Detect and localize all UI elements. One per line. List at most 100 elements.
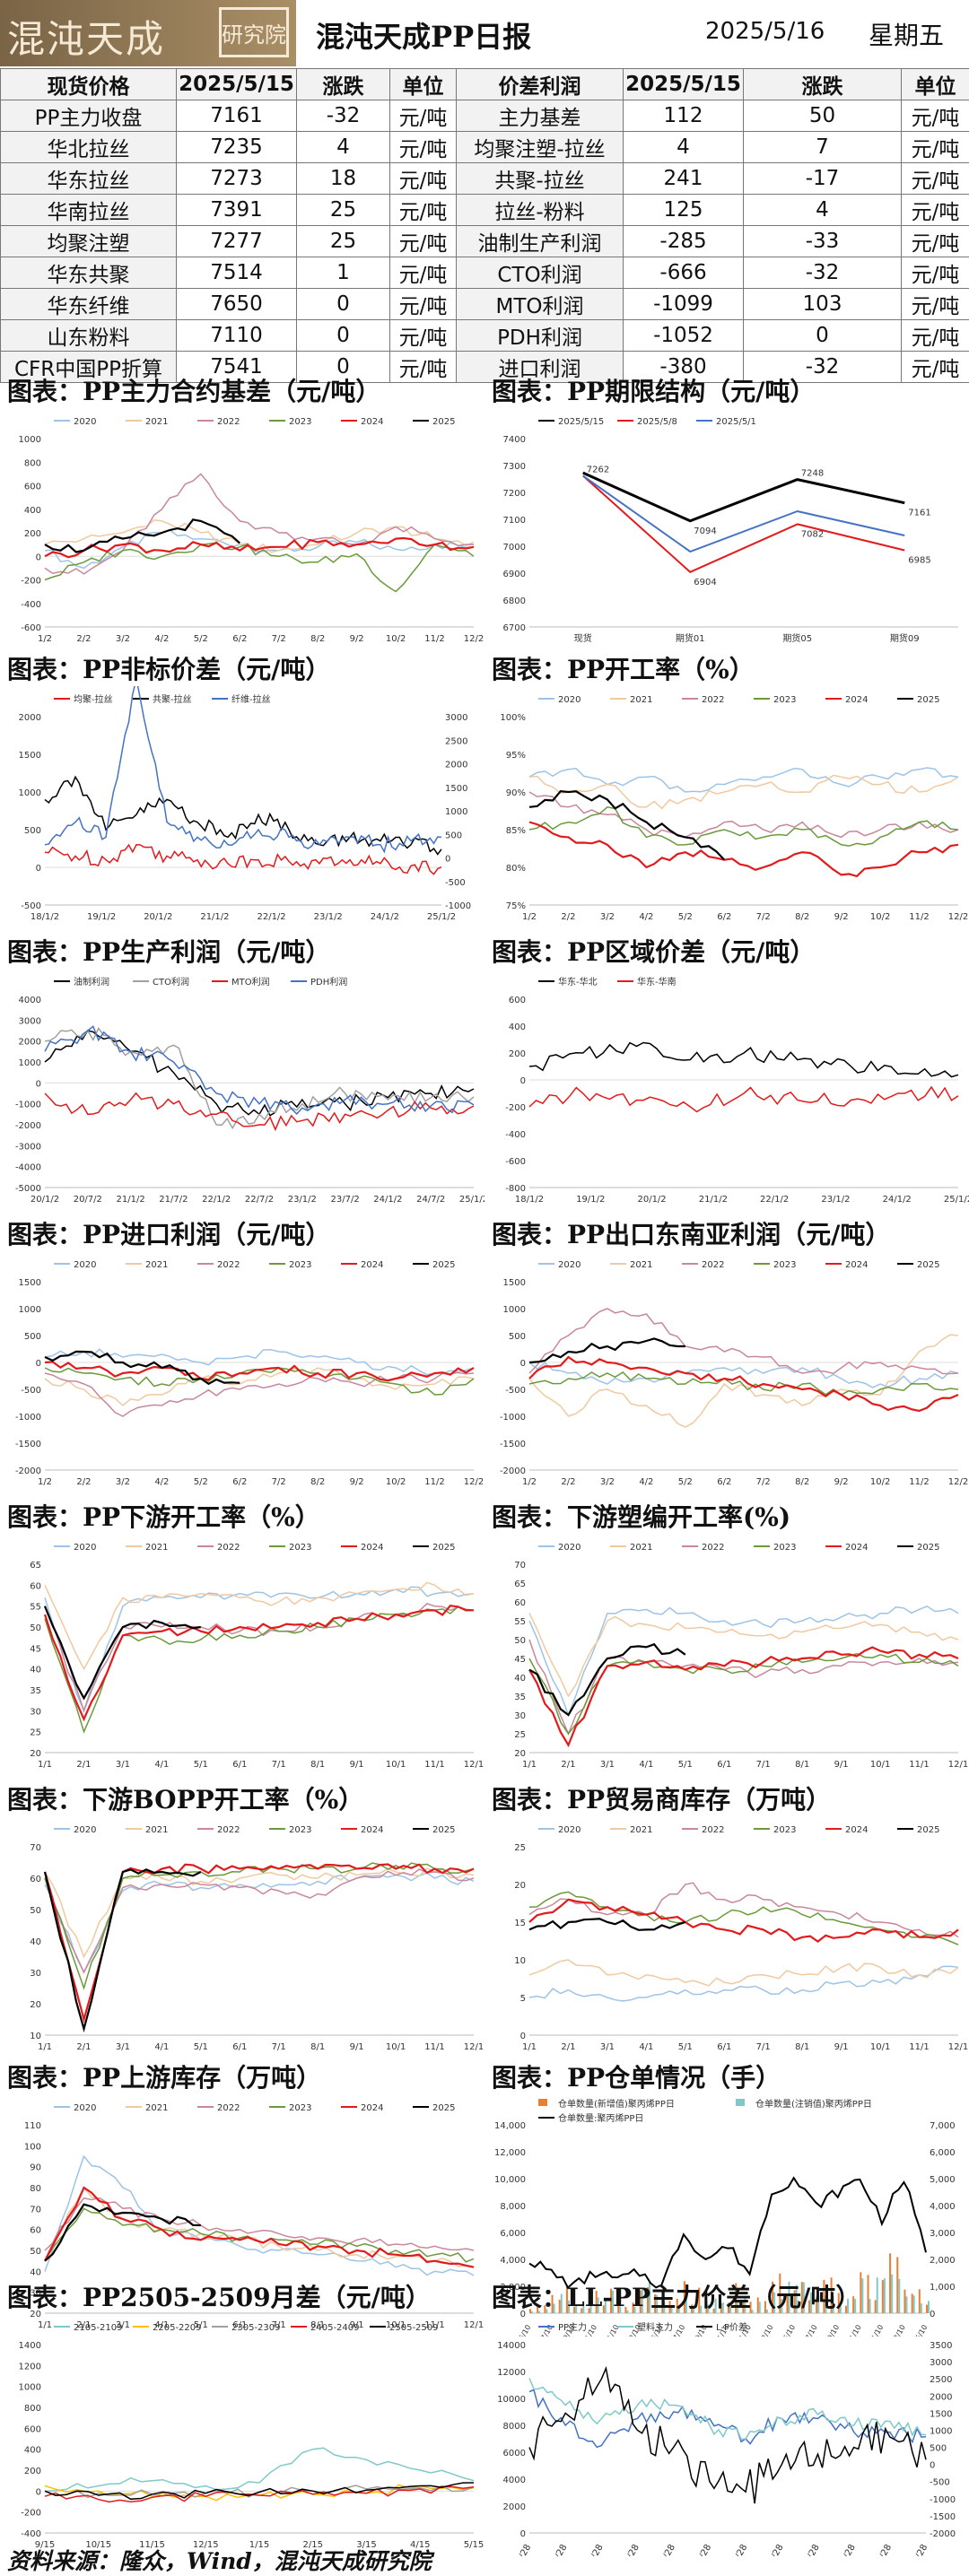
legend-label: 2020 [558, 695, 581, 705]
y-tick-label: 7300 [503, 462, 526, 472]
brand-logo: 混沌天成 研究院 [0, 0, 296, 66]
table-cell: -17 [744, 163, 902, 195]
x-tick-label: 25/1/2 [427, 912, 456, 922]
legend-swatch [736, 2099, 745, 2106]
x-tick-label: 6/1 [232, 2042, 247, 2052]
x-tick-label: 1/1 [38, 1760, 52, 1770]
y-tick-label: 2000 [19, 1038, 41, 1048]
series-line [529, 1648, 958, 1745]
table-cell: 元/吨 [902, 100, 969, 132]
table-cell: 7273 [177, 163, 297, 195]
chart-svg: 均聚-拉丝共聚-拉丝纤维-拉丝-5000500100015002000-1000… [0, 686, 484, 928]
chart-title: 图表：下游BOPP开工率（%） [7, 1780, 363, 1816]
y-tick-label: 25 [30, 1728, 41, 1738]
x-tick-label: 1/2 [38, 634, 52, 644]
row-label: 油制生产利润 [457, 226, 624, 257]
x-tick-label: 5/2 [194, 634, 208, 644]
series-line [45, 2208, 474, 2262]
y-tick-label: -600 [21, 623, 41, 633]
y-tick-label: 4,000 [500, 2256, 526, 2266]
x-tick-label: 12/1 [464, 1760, 484, 1770]
y-tick-label: 25 [514, 1730, 526, 1740]
y-tick-label: -500 [21, 1386, 41, 1396]
y2-tick-label: -500 [930, 2478, 950, 2488]
table-cell: 7235 [177, 132, 297, 163]
x-tick-label: 24/7/2 [416, 1195, 445, 1205]
legend-label: 2025 [432, 1825, 455, 1835]
series-line [529, 1087, 958, 1112]
table-cell: 元/吨 [902, 132, 969, 163]
x-tick-label: 3/1 [600, 1760, 615, 1770]
y-tick-label: -400 [505, 1130, 526, 1140]
x-tick-label: 9/2 [834, 912, 849, 922]
legend-label: 2021 [145, 1825, 168, 1835]
y2-tick-label: -1000 [930, 2495, 956, 2505]
x-tick-label: 8/2 [795, 912, 809, 922]
legend-label: 2020 [74, 417, 96, 427]
y-tick-label: 110 [24, 2121, 41, 2131]
y-tick-label: -500 [21, 901, 41, 911]
x-tick-label: 4/1 [154, 2042, 169, 2052]
legend-label: 仓单数量:聚丙烯PP日 [558, 2112, 643, 2124]
y-tick-label: 65 [30, 1561, 41, 1571]
y-tick-label: 10,000 [494, 2175, 526, 2185]
table-cell: 元/吨 [390, 100, 457, 132]
chart-legend: 均聚-拉丝共聚-拉丝纤维-拉丝 [54, 693, 271, 705]
row-label: 华东纤维 [1, 289, 177, 320]
y-tick-label: 0 [520, 1359, 526, 1369]
row-label: 华东拉丝 [1, 163, 177, 195]
x-tick-label: 4/2 [639, 1477, 653, 1487]
y-tick-label: -1000 [500, 1413, 526, 1423]
x-tick-label: 9/2 [834, 1477, 849, 1487]
series-line [529, 1919, 685, 1930]
y-tick-label: 10 [30, 2032, 41, 2041]
y-tick-label: 2000 [503, 2502, 526, 2512]
y-tick-label: 600 [24, 2424, 41, 2434]
x-tick-label: 23/1/2 [314, 912, 343, 922]
legend-label: 2022 [217, 1825, 240, 1835]
x-tick-label: 8/2 [795, 1477, 809, 1487]
x-tick-label: 12/2 [464, 1477, 484, 1487]
series-line [529, 2389, 926, 2447]
report-title: 混沌天成PP日报 [316, 14, 531, 56]
y-tick-label: 50 [514, 1636, 526, 1646]
y2-tick-label: -1000 [445, 901, 471, 911]
legend-label: 2025 [917, 1260, 939, 1270]
y-tick-label: 2000 [19, 713, 41, 723]
x-tick-label: 期货05 [782, 632, 812, 644]
legend-label: 2023 [289, 1825, 311, 1835]
table-header-cell: 价差利润 [457, 69, 624, 100]
y-tick-label: 0 [520, 1076, 526, 1086]
x-tick-label: 6/2 [232, 1477, 247, 1487]
y-tick-label: 7400 [503, 435, 526, 445]
legend-label: 2020 [558, 1825, 581, 1835]
y2-tick-label: 2000 [930, 2392, 952, 2402]
legend-label: 2020 [74, 1825, 96, 1835]
y-tick-label: 1000 [19, 788, 41, 798]
table-cell: 4 [624, 132, 744, 163]
y2-tick-label: 1000 [445, 807, 467, 817]
table-cell: 18 [297, 163, 390, 195]
x-tick-label: 23/1/2 [821, 1195, 850, 1205]
y-tick-label: 8000 [503, 2422, 526, 2432]
row-label: 山东粉料 [1, 320, 177, 352]
y-tick-label: 95% [506, 751, 526, 761]
series-line [45, 1604, 474, 1710]
y2-tick-label: 5,000 [930, 2175, 956, 2185]
x-tick-label: 6/1 [717, 1760, 731, 1770]
table-header-cell: 2025/5/15 [177, 69, 297, 100]
data-label: 7094 [694, 527, 716, 536]
y2-tick-label: 3000 [930, 2358, 952, 2368]
x-tick-label: 2/1 [76, 1760, 91, 1770]
x-tick-label: 3/2 [600, 1477, 615, 1487]
table-cell: 25 [297, 226, 390, 257]
